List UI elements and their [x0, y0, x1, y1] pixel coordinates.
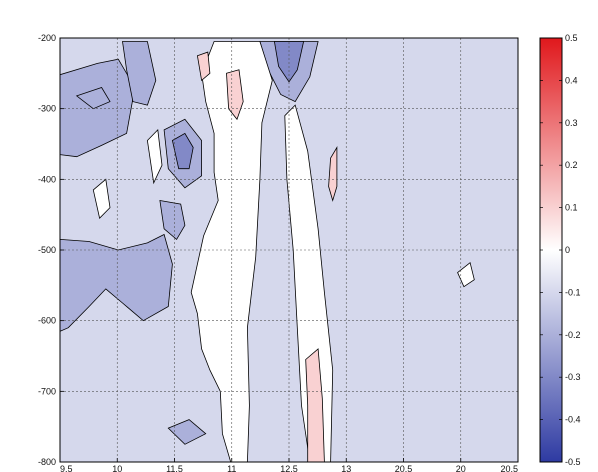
colorbar-tick-label: 0.2 [565, 160, 578, 170]
x-tick-label: 20.5 [500, 464, 518, 472]
x-tick-label: 20 [456, 464, 466, 472]
colorbar-ticks: 0.5 0.4 0.3 0.2 0.1 0 -0.1 -0.2 -0.3 -0.4 -0.5 [540, 33, 581, 467]
grid-lines [60, 38, 518, 462]
x-axis: 9.5 10 11.5 11 12.5 13 20.5 20 20.5 [59, 458, 519, 472]
x-tick-label: 12.5 [280, 464, 298, 472]
contour-region-12 [92, 178, 111, 220]
x-tick-label: 11.5 [166, 464, 183, 472]
contour-region-18 [328, 146, 338, 202]
contour-region-5 [171, 132, 194, 170]
colorbar: 0.5 0.4 0.3 0.2 0.1 0 -0.1 -0.2 -0.3 -0.4 -0.5 [539, 33, 581, 467]
contour-region-13 [146, 129, 163, 185]
x-tick-label: 11 [227, 464, 236, 472]
colorbar-tick-label: 0.4 [565, 75, 578, 85]
colorbar-tick-label: 0.1 [565, 203, 578, 213]
colorbar-tick-label: -0.5 [565, 457, 581, 467]
colorbar-tick-label: -0.1 [565, 287, 581, 297]
x-tick-label: 10 [112, 464, 122, 472]
y-tick-label: -600 [38, 316, 56, 326]
contour-region-17 [305, 348, 325, 462]
colorbar-tick-label: -0.4 [565, 415, 581, 425]
contour-region-7 [273, 41, 305, 83]
x-tick-label: 13 [341, 464, 351, 472]
contour-region-9 [75, 87, 111, 110]
x-tick-label: 20.5 [395, 464, 413, 472]
contour-region-0 [60, 58, 136, 158]
contour-region-14 [457, 262, 475, 288]
colorbar-tick-label: 0 [565, 245, 570, 255]
y-tick-label: -700 [38, 386, 56, 396]
colorbar-gradient [539, 37, 563, 463]
y-axis: -200 -300 -400 -500 -600 -700 -800 [38, 33, 64, 467]
colorbar-tick-label: 0.5 [565, 33, 578, 43]
contour-region-2 [122, 41, 157, 106]
y-tick-label: -500 [38, 245, 56, 255]
colorbar-tick-label: -0.3 [565, 372, 581, 382]
contour-region-8 [167, 419, 207, 445]
x-tick-label: 9.5 [60, 464, 73, 472]
contour-region-3 [159, 200, 186, 241]
contour-region-1 [60, 233, 173, 332]
y-tick-label: -400 [38, 174, 56, 184]
contour-region-15 [226, 69, 244, 121]
colorbar-tick-label: -0.2 [565, 330, 581, 340]
plot-area: -200 -300 -400 -500 -600 -700 -800 9.5 10 11.5 11… [38, 33, 519, 472]
colorbar-tick-label: 0.3 [565, 118, 578, 128]
y-tick-label: -800 [38, 457, 56, 467]
contour-region-16 [196, 51, 211, 82]
y-tick-label: -200 [38, 33, 56, 43]
contour-regions [60, 41, 475, 462]
y-tick-label: -300 [38, 104, 56, 114]
